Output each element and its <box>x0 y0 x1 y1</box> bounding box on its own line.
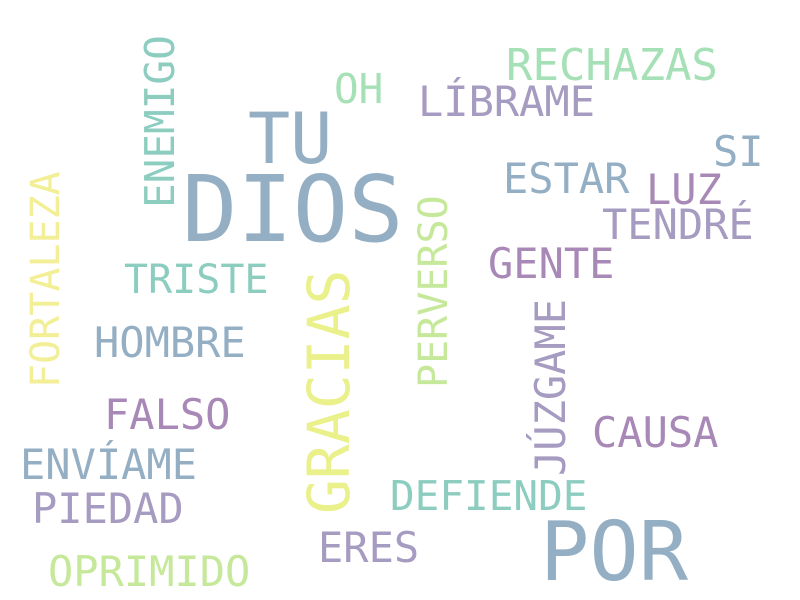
word-si: SI <box>713 127 764 176</box>
word-luz: LUZ <box>646 165 722 214</box>
word-oprimido: OPRIMIDO <box>48 547 251 596</box>
word-oh: OH <box>334 65 384 113</box>
word-por: POR <box>540 505 689 600</box>
word-enemigo: ENEMIGO <box>136 35 184 208</box>
word-tu: TU <box>248 98 333 180</box>
word-falso: FALSO <box>104 390 231 439</box>
word-perverso: PERVERSO <box>411 195 457 388</box>
word-fortaleza: FORTALEZA <box>23 171 69 388</box>
word-defiende: DEFIENDE <box>390 472 588 520</box>
word-causa: CAUSA <box>592 408 719 457</box>
word-juzgame: JÚZGAME <box>526 298 575 476</box>
word-rechazas: RECHAZAS <box>506 40 718 91</box>
word-piedad: PIEDAD <box>32 484 184 533</box>
word-gente: GENTE <box>488 239 615 288</box>
word-enviame: ENVÍAME <box>20 440 198 489</box>
word-hombre: HOMBRE <box>94 318 246 367</box>
word-gracias: GRACIAS <box>295 269 363 514</box>
word-estar: ESTAR <box>503 154 630 203</box>
word-librame: LÍBRAME <box>418 77 596 126</box>
word-eres: ERES <box>318 523 420 572</box>
word-triste: TRISTE <box>124 257 269 303</box>
word-dios: DIOS <box>182 156 404 263</box>
word-tendre: TENDRÉ <box>602 200 754 249</box>
